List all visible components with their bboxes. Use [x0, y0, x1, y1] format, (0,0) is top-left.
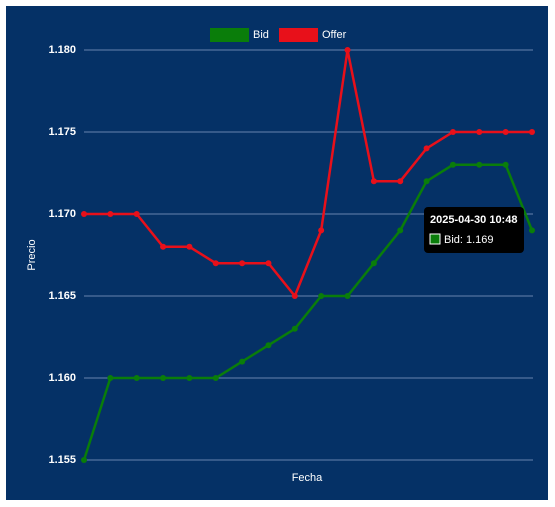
tooltip-swatch [429, 233, 441, 245]
point [265, 260, 272, 267]
tooltip-box [424, 207, 524, 253]
point [133, 211, 140, 217]
point [160, 375, 167, 381]
point [370, 178, 377, 185]
tooltip: 2025-04-30 10:48 Bid: 1.169 [424, 207, 524, 253]
point [265, 342, 272, 349]
y-tick-label: 1.170 [48, 208, 76, 220]
point [423, 178, 430, 185]
point [186, 375, 193, 381]
point [107, 211, 114, 217]
point [81, 457, 87, 463]
point [318, 227, 325, 234]
point [476, 129, 483, 135]
tooltip-label: Bid: 1.169 [444, 234, 494, 246]
point [344, 47, 351, 53]
point [476, 161, 483, 168]
point [291, 325, 298, 332]
y-tick-label: 1.175 [48, 126, 76, 138]
point [449, 129, 456, 135]
point [529, 129, 535, 135]
series-line [82, 163, 534, 461]
series-line [84, 49, 532, 299]
point [160, 243, 167, 250]
point [344, 293, 351, 299]
tooltip-title: 2025-04-30 10:48 [430, 214, 517, 226]
legend-swatch [210, 28, 249, 42]
point [239, 260, 246, 267]
point [423, 145, 430, 152]
legend-label: Offer [322, 29, 347, 41]
point [239, 358, 246, 365]
point [397, 227, 404, 234]
y-tick-label: 1.180 [48, 44, 76, 56]
y-tick-label: 1.165 [48, 290, 76, 302]
point [133, 375, 140, 381]
point [397, 178, 404, 185]
point [81, 211, 87, 217]
point [449, 161, 456, 168]
point [186, 243, 193, 250]
point [318, 293, 325, 299]
legend-label: Bid [253, 29, 269, 41]
point [212, 375, 219, 381]
legend-swatch [279, 28, 318, 42]
point [502, 129, 509, 135]
y-tick-label: 1.155 [48, 454, 76, 466]
y-tick-label: 1.160 [48, 372, 76, 384]
point [212, 260, 219, 267]
x-axis-label: Fecha [292, 472, 323, 484]
point [107, 375, 114, 381]
point [502, 161, 509, 168]
point [529, 227, 535, 234]
point [370, 260, 377, 267]
y-axis-label: Precio [26, 239, 38, 270]
point [291, 293, 298, 299]
